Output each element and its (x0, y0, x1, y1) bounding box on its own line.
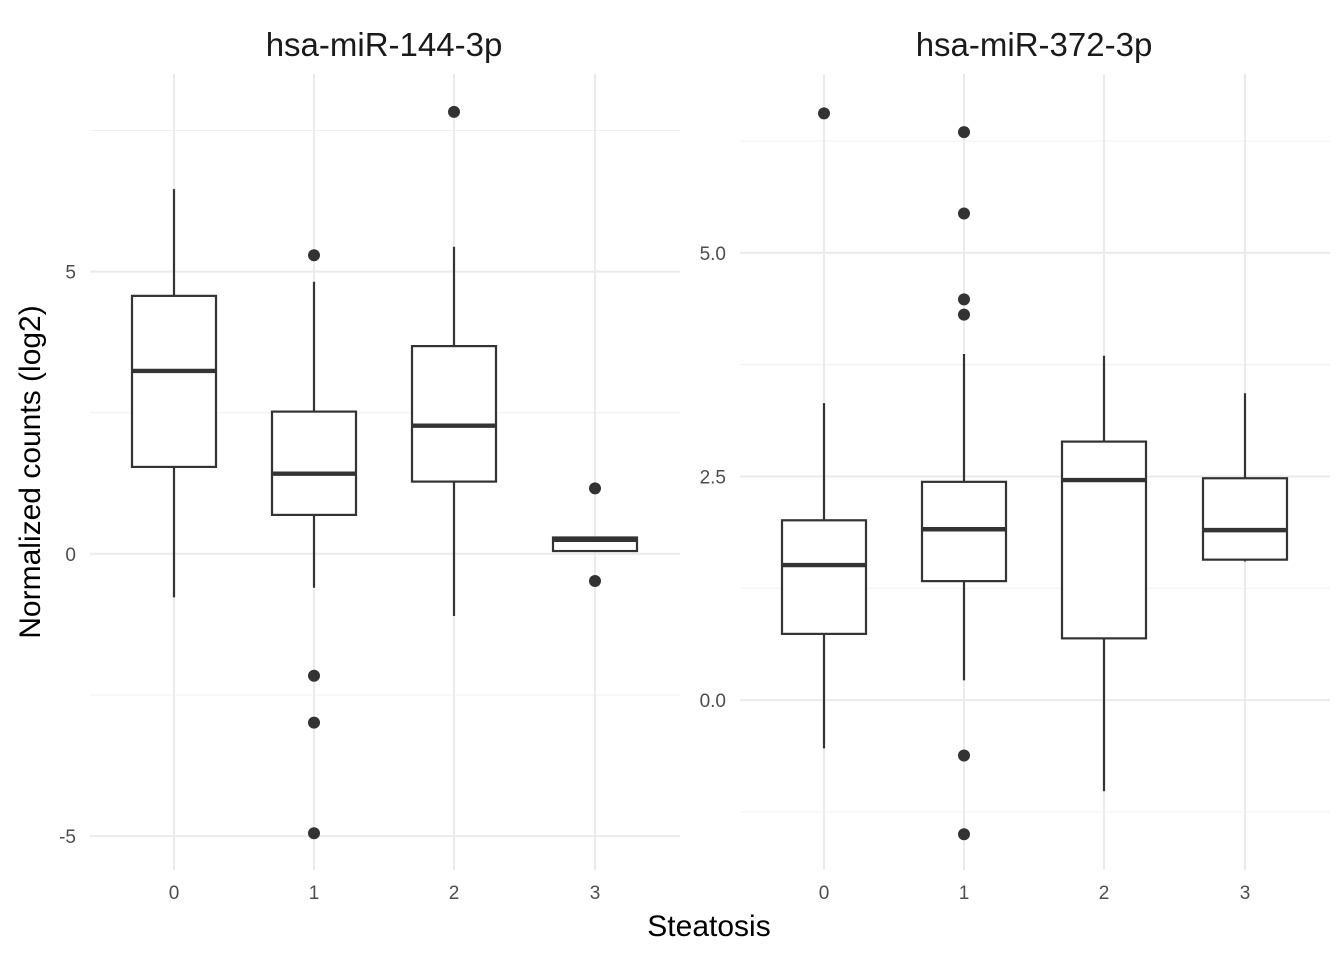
panel-mir-144: -5 0 5 0 1 2 3 hsa-miR-144-3p (59, 26, 680, 904)
x-tick-label: 1 (309, 883, 320, 904)
x-tick-label: 3 (590, 883, 601, 904)
y-tick-label: 0 (65, 545, 76, 566)
outlier-point (589, 482, 601, 495)
y-tick-label: 5 (65, 263, 76, 284)
box-iqr (270, 410, 358, 517)
outlier-point (308, 669, 320, 682)
outlier-point (308, 827, 320, 840)
outlier-point (818, 107, 830, 120)
y-axis-title: Normalized counts (log2) (14, 305, 47, 638)
outlier-point (589, 574, 601, 587)
box-1 (920, 126, 1008, 841)
y-tick-label: 5.0 (700, 244, 726, 265)
y-tick-label: 0.0 (700, 691, 726, 712)
panel-mir-372-x-ticks: 0 1 2 3 (819, 883, 1251, 904)
box-iqr (920, 480, 1008, 583)
panel-mir-372-y-ticks: 0.0 2.5 5.0 (700, 244, 726, 712)
box-1 (270, 249, 358, 840)
panel-mir-144-grid (90, 74, 680, 870)
x-axis-title: Steatosis (647, 910, 770, 943)
box-3 (551, 482, 639, 587)
box-iqr (410, 345, 498, 483)
box-iqr (1060, 440, 1148, 640)
panel-title-mir-144: hsa-miR-144-3p (266, 26, 503, 63)
box-iqr (1201, 477, 1289, 561)
panel-mir-372: 0.0 2.5 5.0 0 1 2 3 hsa-miR-372-3p (700, 26, 1330, 904)
outlier-point (958, 126, 970, 139)
outlier-point (958, 749, 970, 762)
box-2 (410, 105, 498, 616)
panel-mir-372-boxes (780, 107, 1289, 841)
panel-mir-144-x-ticks: 0 1 2 3 (169, 883, 601, 904)
outlier-point (958, 308, 970, 321)
x-tick-label: 0 (169, 883, 180, 904)
box-2 (1060, 355, 1148, 792)
x-tick-label: 3 (1240, 883, 1251, 904)
panel-mir-372-grid (740, 74, 1330, 870)
outlier-point (308, 716, 320, 729)
x-tick-label: 0 (819, 883, 830, 904)
outlier-point (958, 207, 970, 220)
box-iqr (130, 294, 218, 469)
x-tick-label: 2 (449, 883, 460, 904)
x-tick-label: 1 (959, 883, 970, 904)
outlier-point (958, 828, 970, 841)
panel-mir-144-boxes (130, 105, 639, 840)
box-iqr (780, 519, 868, 635)
box-0 (780, 107, 868, 749)
panel-title-mir-372: hsa-miR-372-3p (916, 26, 1153, 63)
panel-mir-144-y-ticks: -5 0 5 (59, 263, 76, 849)
outlier-point (448, 105, 460, 118)
outlier-point (958, 293, 970, 306)
y-tick-label: -5 (59, 827, 76, 848)
box-3 (1201, 393, 1289, 562)
x-tick-label: 2 (1099, 883, 1110, 904)
y-tick-label: 2.5 (700, 467, 726, 488)
box-0 (130, 189, 218, 598)
outlier-point (308, 249, 320, 262)
